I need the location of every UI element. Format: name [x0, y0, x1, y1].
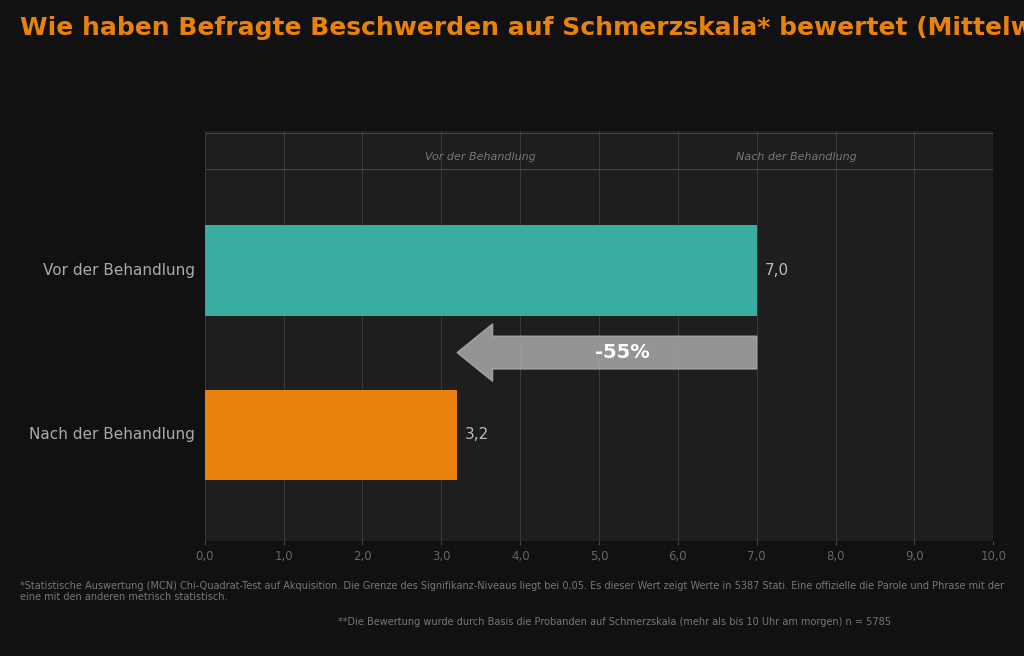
Text: 3,2: 3,2: [465, 427, 489, 442]
Text: -55%: -55%: [595, 343, 650, 362]
Text: Vor der Behandlung: Vor der Behandlung: [425, 152, 537, 162]
Text: Nach der Behandlung: Nach der Behandlung: [736, 152, 856, 162]
FancyArrow shape: [457, 324, 757, 381]
Text: Nach der Behandlung: Nach der Behandlung: [30, 427, 196, 442]
Text: Wie haben Befragte Beschwerden auf Schmerzskala* bewertet (Mittelwert)?: Wie haben Befragte Beschwerden auf Schme…: [20, 16, 1024, 41]
Text: **Die Bewertung wurde durch Basis die Probanden auf Schmerzskala (mehr als bis 1: **Die Bewertung wurde durch Basis die Pr…: [338, 617, 891, 626]
Text: *Statistische Auswertung (MCN) Chi-Quadrat-Test auf Akquisition. Die Grenze des : *Statistische Auswertung (MCN) Chi-Quadr…: [20, 581, 1005, 602]
Bar: [205, 390, 457, 480]
Text: Vor der Behandlung: Vor der Behandlung: [43, 263, 196, 278]
Text: 7,0: 7,0: [765, 263, 788, 278]
Bar: [205, 226, 757, 316]
